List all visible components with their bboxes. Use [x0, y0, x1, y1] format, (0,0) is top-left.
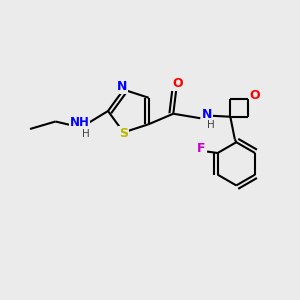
Text: F: F	[197, 142, 205, 155]
Text: O: O	[172, 76, 183, 90]
Text: O: O	[250, 88, 260, 102]
Text: N: N	[117, 80, 127, 93]
Text: S: S	[119, 128, 128, 140]
Text: H: H	[207, 120, 215, 130]
Text: N: N	[202, 108, 212, 121]
Text: NH: NH	[70, 116, 89, 130]
Text: H: H	[82, 129, 89, 139]
